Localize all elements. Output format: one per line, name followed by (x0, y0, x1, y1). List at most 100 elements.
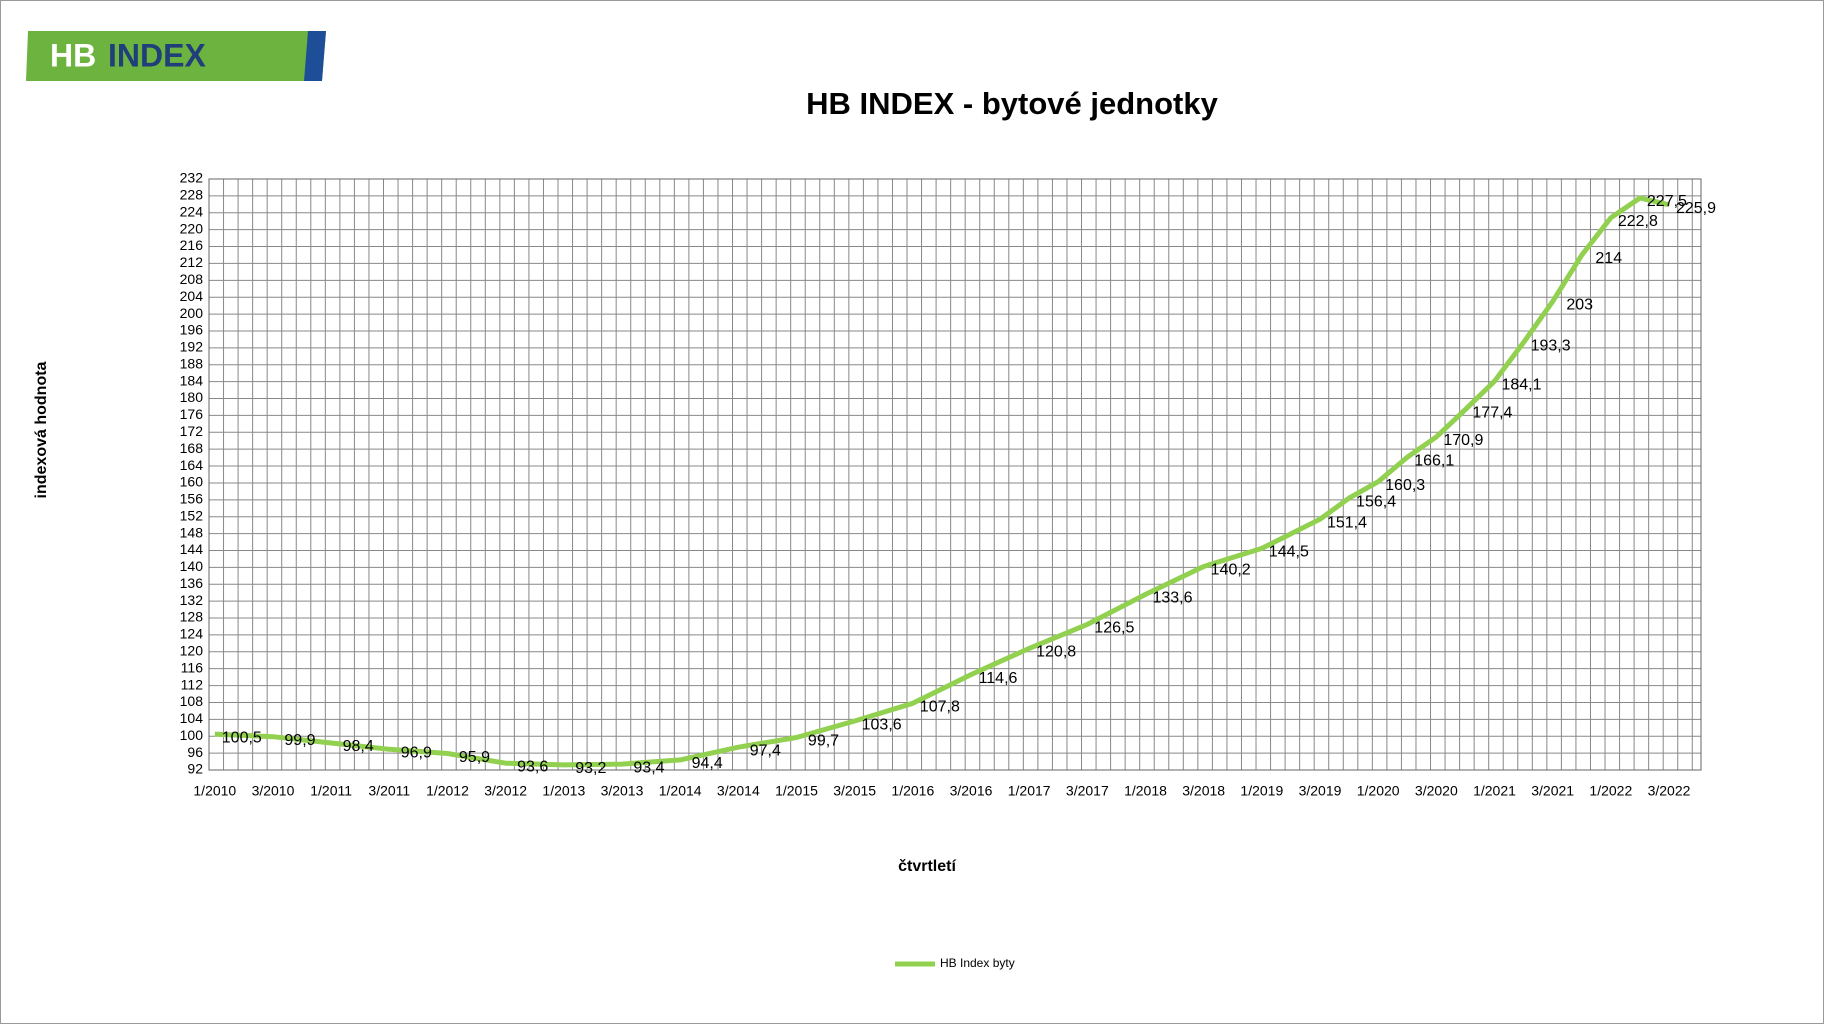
y-tick-label: 196 (180, 322, 204, 338)
y-tick-label: 148 (180, 524, 204, 540)
x-tick-label: 1/2012 (426, 783, 469, 799)
data-label: 126,5 (1094, 620, 1134, 637)
x-tick-label: 1/2013 (542, 783, 585, 799)
plot-border (208, 178, 1702, 771)
data-line (214, 195, 1670, 768)
y-tick-label: 116 (181, 659, 204, 675)
data-label: 133,6 (1152, 590, 1192, 607)
y-tick-label: 176 (180, 406, 204, 422)
data-label: 140,2 (1211, 562, 1251, 579)
y-tick-label: 136 (180, 575, 204, 591)
data-label: 103,6 (862, 716, 902, 733)
data-label: 114,6 (979, 670, 1018, 687)
data-label: 160,3 (1385, 477, 1425, 494)
data-label: 99,9 (284, 732, 315, 749)
data-label: 203 (1566, 297, 1593, 314)
data-label: 144,5 (1269, 544, 1309, 561)
data-label: 93,4 (633, 759, 664, 776)
y-tick-label: 160 (180, 474, 204, 490)
y-tick-label: 208 (180, 271, 204, 287)
data-label: 120,8 (1036, 644, 1076, 661)
y-tick-label: 216 (180, 237, 204, 253)
y-tick-label: 212 (180, 254, 204, 270)
data-label: 107,8 (920, 699, 960, 716)
logo-box (26, 31, 326, 81)
y-tick-label: 132 (180, 592, 204, 608)
y-tick-label: 192 (180, 339, 204, 355)
y-tick-label: 188 (180, 355, 204, 371)
data-label: 184,1 (1501, 376, 1541, 393)
x-tick-label: 1/2018 (1124, 783, 1167, 799)
x-tick-label: 3/2020 (1415, 783, 1458, 799)
x-tick-label: 3/2017 (1066, 783, 1109, 799)
x-tick-label: 3/2019 (1299, 783, 1342, 799)
y-tick-label: 168 (180, 440, 204, 456)
x-tick-label: 1/2021 (1473, 783, 1516, 799)
y-tick-label: 92 (187, 761, 203, 777)
data-label: 93,2 (575, 760, 606, 777)
y-tick-label: 156 (180, 491, 204, 507)
x-tick-label: 3/2013 (601, 783, 644, 799)
y-tick-label: 180 (180, 389, 204, 405)
legend-label: HB Index byty (940, 956, 1015, 970)
x-tick-label: 3/2015 (833, 783, 876, 799)
x-tick-label: 3/2021 (1531, 783, 1574, 799)
x-tick-label: 1/2011 (310, 783, 352, 799)
x-tick-label: 3/2022 (1648, 783, 1691, 799)
data-label: 166,1 (1414, 452, 1454, 469)
y-tick-label: 184 (180, 372, 204, 388)
data-label: 193,3 (1531, 338, 1571, 355)
y-tick-label: 108 (180, 693, 204, 709)
x-tick-label: 1/2020 (1357, 783, 1400, 799)
logo-index: INDEX (108, 37, 206, 73)
y-tick-label: 224 (180, 203, 204, 219)
data-label: 98,4 (343, 738, 374, 755)
y-tick-label: 124 (180, 626, 204, 642)
x-tick-label: 1/2019 (1240, 783, 1283, 799)
data-label: 214 (1595, 250, 1622, 267)
data-label: 177,4 (1472, 405, 1512, 422)
x-axis-label: čtvrtletí (898, 858, 956, 875)
x-tick-label: 3/2010 (252, 783, 295, 799)
y-tick-label: 120 (180, 643, 204, 659)
y-tick-label: 204 (180, 288, 204, 304)
y-tick-label: 232 (180, 170, 204, 186)
y-axis-label: indexová hodnota (33, 361, 50, 498)
y-tick-label: 164 (180, 457, 204, 473)
data-label: 97,4 (750, 742, 781, 759)
data-label: 96,9 (401, 745, 432, 762)
y-tick-label: 152 (180, 507, 204, 523)
y-tick-label: 128 (180, 609, 204, 625)
y-tick-label: 112 (181, 676, 204, 692)
x-tick-label: 3/2011 (368, 783, 410, 799)
x-tick-label: 3/2016 (950, 783, 993, 799)
x-tick-label: 3/2018 (1182, 783, 1225, 799)
y-tick-label: 100 (180, 727, 204, 743)
x-tick-label: 1/2015 (775, 783, 818, 799)
y-tick-label: 96 (187, 744, 203, 760)
x-tick-label: 1/2014 (659, 783, 702, 799)
x-tick-label: 1/2010 (193, 783, 236, 799)
data-label: 156,4 (1356, 493, 1396, 510)
x-tick-label: 1/2016 (891, 783, 934, 799)
data-label: 94,4 (692, 755, 723, 772)
data-label: 93,6 (517, 758, 548, 775)
y-tick-label: 144 (180, 541, 204, 557)
chart-title: HB INDEX - bytové jednotky (806, 86, 1218, 121)
data-label: 227,5 (1647, 193, 1687, 210)
data-label: 100,5 (222, 729, 262, 746)
y-tick-label: 172 (180, 423, 204, 439)
data-label: 225,9 (1676, 200, 1716, 217)
data-label: 151,4 (1327, 514, 1367, 531)
y-tick-label: 140 (180, 558, 204, 574)
data-label: 95,9 (459, 749, 490, 766)
y-tick-label: 200 (180, 305, 204, 321)
logo-stripe (304, 31, 326, 81)
logo-hb: HB (50, 37, 96, 73)
x-tick-label: 3/2014 (717, 783, 760, 799)
data-label: 170,9 (1443, 432, 1483, 449)
y-tick-label: 104 (180, 710, 204, 726)
data-label: 222,8 (1618, 213, 1658, 230)
